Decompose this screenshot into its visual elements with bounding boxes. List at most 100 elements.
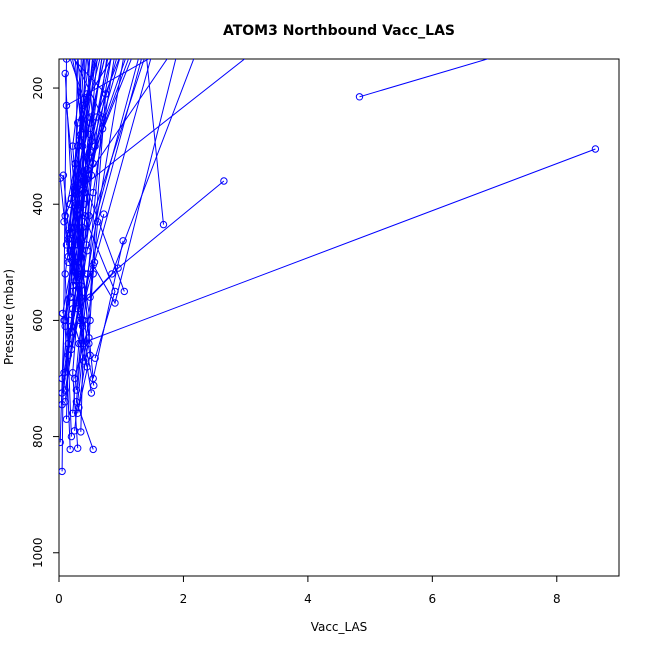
data-point [249,50,255,56]
data-point [168,50,174,56]
data-point [111,299,119,307]
data-point [68,50,74,56]
data-point [99,50,105,56]
chart-title: ATOM3 Northbound Vacc_LAS [223,23,455,39]
data-point [81,212,89,220]
data-point [112,50,118,56]
data-point [87,50,93,56]
series-line-50 [67,59,108,356]
data-point [174,50,180,56]
series-line-14 [59,59,91,443]
y-tick-label: 400 [31,193,45,216]
data-point [118,50,124,56]
data-point [127,50,133,56]
data-point [71,50,77,56]
data-point [124,50,130,56]
data-point [81,44,87,50]
data-point [137,50,143,56]
data-point [92,113,101,121]
data-point [120,287,129,296]
series-line-2 [80,59,596,345]
x-tick-label: 0 [55,592,63,606]
x-tick-label: 6 [429,592,437,606]
data-point [106,50,112,56]
data-point [75,403,83,412]
data-point [89,445,97,454]
data-point [220,177,228,185]
x-tick-label: 4 [304,592,312,606]
series-line-30 [77,59,195,386]
data-point [59,171,68,179]
data-point [62,241,71,249]
data-point [68,50,74,56]
data-point [69,328,77,336]
series-line-31 [88,59,177,344]
data-point [504,50,510,56]
data-point [121,50,127,56]
data-point [93,50,99,56]
x-axis: 0 2 4 6 8 [55,576,561,606]
series-line-52 [72,59,124,414]
data-point [591,145,600,153]
data-point [66,445,74,454]
data-point [59,389,66,397]
series-line-51 [70,59,88,391]
y-tick-label: 200 [31,77,45,100]
data-point [81,50,87,56]
data-point [143,50,149,56]
y-axis-label: Pressure (mbar) [2,269,16,365]
data-point [84,50,90,56]
data-point [69,409,77,417]
data-point [67,432,76,441]
series-line-41 [69,59,99,205]
y-tick-label: 800 [31,425,45,448]
data-point [69,258,77,266]
data-point [59,438,64,447]
x-axis-label: Vacc_LAS [311,620,368,634]
data-point [90,50,96,56]
data-point [96,50,102,56]
data-point [59,467,66,476]
data-point [90,381,98,390]
data-point [103,50,109,56]
x-tick-label: 2 [180,592,188,606]
data-point [72,281,81,290]
data-point [67,241,76,249]
data-point [70,427,79,435]
data-point [109,50,115,56]
data-point [155,50,161,56]
y-axis: 200 400 600 800 1000 [31,77,59,568]
data-point [100,210,108,218]
data-point [82,33,88,39]
data-point [74,142,82,150]
data-point [61,270,69,278]
data-point [140,50,146,56]
data-point [78,50,84,56]
data-point [109,50,115,56]
data-point [61,398,69,406]
data-point [103,50,109,56]
data-point [64,258,73,266]
data-point [149,50,155,56]
data-point [59,374,66,383]
data-point [75,339,83,348]
data-point [94,50,100,56]
data-point [65,50,71,56]
series-line-9 [73,59,246,359]
series-line-47 [72,59,103,327]
data-point [74,444,82,452]
data-point [93,218,102,226]
data-point [62,59,71,63]
data-point [159,220,168,229]
data-point [131,50,137,56]
data-point [99,50,105,56]
data-point [64,252,73,261]
data-point [193,50,199,56]
data-point [89,261,97,269]
data-point [66,293,74,301]
data-point [84,50,90,56]
data-point [80,188,88,197]
data-point [81,50,87,56]
data-point [112,50,118,56]
